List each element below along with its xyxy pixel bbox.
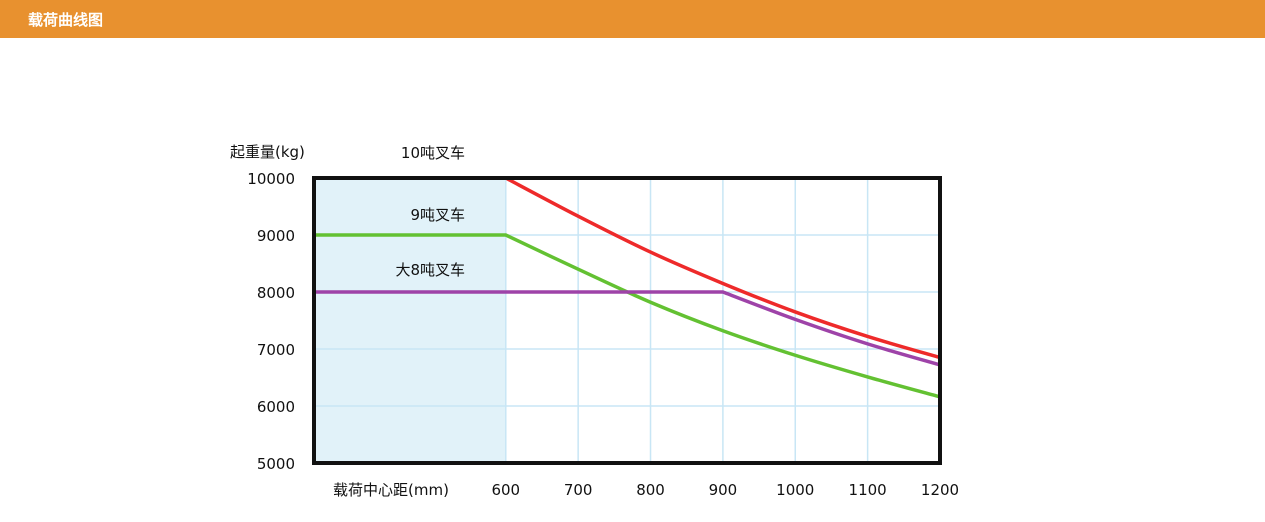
- x-tick-label: 600: [491, 481, 520, 499]
- y-tick-label: 9000: [257, 227, 295, 245]
- x-tick-label: 800: [636, 481, 665, 499]
- series-label-10t: 10吨叉车: [401, 144, 465, 162]
- x-tick-label: 700: [564, 481, 593, 499]
- y-tick-label: 5000: [257, 455, 295, 473]
- plot-frame: [312, 176, 942, 465]
- series-label-9t: 9吨叉车: [410, 206, 465, 224]
- y-axis-label: 起重量(kg): [230, 143, 305, 161]
- y-tick-label: 6000: [257, 398, 295, 416]
- section-title: 载荷曲线图: [28, 11, 104, 29]
- y-tick-label: 8000: [257, 284, 295, 302]
- x-tick-label: 900: [709, 481, 738, 499]
- x-tick-label: 1200: [921, 481, 959, 499]
- series-line-1: [314, 233, 941, 399]
- y-tick-label: 10000: [247, 170, 295, 188]
- series-label-8t: 大8吨叉车: [395, 261, 465, 279]
- shaded-region: [314, 178, 506, 463]
- x-tick-label: 1100: [849, 481, 887, 499]
- series-line-2: [314, 290, 941, 367]
- series-line-0: [314, 176, 941, 360]
- header-bar: 载荷曲线图: [0, 0, 1265, 38]
- x-axis-label: 载荷中心距(mm): [333, 481, 449, 499]
- x-tick-label: 1000: [776, 481, 814, 499]
- y-tick-label: 7000: [257, 341, 295, 359]
